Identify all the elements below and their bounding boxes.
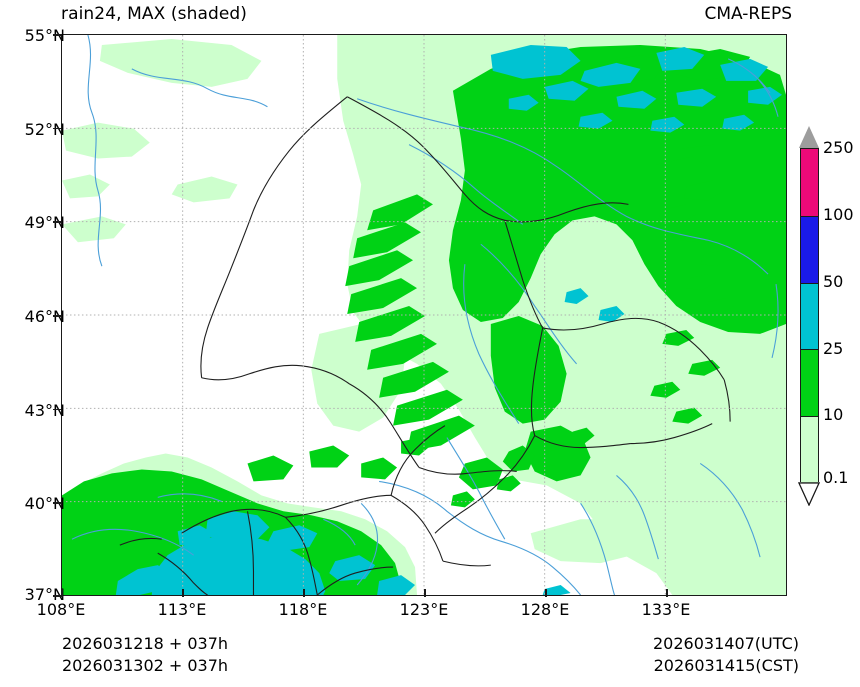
model-label: CMA-REPS xyxy=(704,4,792,24)
x-tick-mark xyxy=(303,589,305,597)
x-tick-label: 133°E xyxy=(641,600,691,619)
y-tick-mark xyxy=(53,315,61,317)
x-tick-label: 128°E xyxy=(520,600,570,619)
colorbar-segment-10-25[interactable] xyxy=(801,349,818,417)
x-tick-mark xyxy=(61,589,63,597)
y-tick-mark xyxy=(53,502,61,504)
colorbar-divider xyxy=(801,349,818,351)
y-tick-mark xyxy=(53,127,61,130)
y-tick-label: 37°N xyxy=(24,585,65,604)
colorbar-label: 100 xyxy=(823,205,854,224)
precipitation-field xyxy=(62,35,786,595)
colorbar-under-arrow-icon xyxy=(798,482,820,506)
rivers-and-coastline xyxy=(71,35,779,595)
colorbar-label: 250 xyxy=(823,138,854,157)
init-time-line-2: 2026031302 + 037h xyxy=(62,656,229,675)
y-tick-label: 55°N xyxy=(24,26,65,45)
y-tick-label: 49°N xyxy=(24,213,65,232)
colorbar-label: 50 xyxy=(823,272,844,291)
colorbar-segment-50-100[interactable] xyxy=(801,215,818,283)
colorbar-segment-25-50[interactable] xyxy=(801,282,818,350)
y-tick-label: 52°N xyxy=(24,120,65,139)
colorbar-label: 0.1 xyxy=(823,468,849,487)
colorbar-over-arrow-icon xyxy=(799,126,819,148)
x-tick-label: 113°E xyxy=(157,600,207,619)
y-tick-mark xyxy=(53,408,61,411)
administrative-boundaries xyxy=(119,96,731,595)
x-tick-mark xyxy=(666,589,668,597)
x-tick-label: 118°E xyxy=(278,600,328,619)
valid-time-cst: 2026031415(CST) xyxy=(653,656,799,675)
x-tick-mark xyxy=(424,589,426,597)
y-tick-mark xyxy=(53,34,61,36)
page-title: rain24, MAX (shaded) xyxy=(61,4,248,24)
colorbar-label: 10 xyxy=(823,405,844,424)
colorbar-divider xyxy=(801,282,818,284)
x-tick-mark xyxy=(182,589,184,597)
y-tick-label: 40°N xyxy=(24,494,65,513)
colorbar-segment-0p1-10[interactable] xyxy=(801,416,818,483)
map-plot-area[interactable] xyxy=(61,34,787,596)
map-gridlines xyxy=(62,35,786,595)
x-tick-label: 108°E xyxy=(36,600,86,619)
y-tick-label: 46°N xyxy=(24,307,65,326)
y-tick-mark xyxy=(53,221,61,223)
colorbar-segment-100-250[interactable] xyxy=(801,149,818,216)
x-tick-mark xyxy=(545,589,547,597)
colorbar-divider xyxy=(801,416,818,418)
colorbar-label: 25 xyxy=(823,339,844,358)
colorbar-divider xyxy=(801,215,818,217)
init-time-line-1: 2026031218 + 037h xyxy=(62,634,229,653)
y-tick-mark xyxy=(53,595,61,597)
colorbar-body[interactable] xyxy=(800,148,819,483)
x-tick-label: 123°E xyxy=(399,600,449,619)
valid-time-utc: 2026031407(UTC) xyxy=(653,634,799,653)
y-tick-label: 43°N xyxy=(24,401,65,420)
shade-level-25 xyxy=(115,44,783,595)
